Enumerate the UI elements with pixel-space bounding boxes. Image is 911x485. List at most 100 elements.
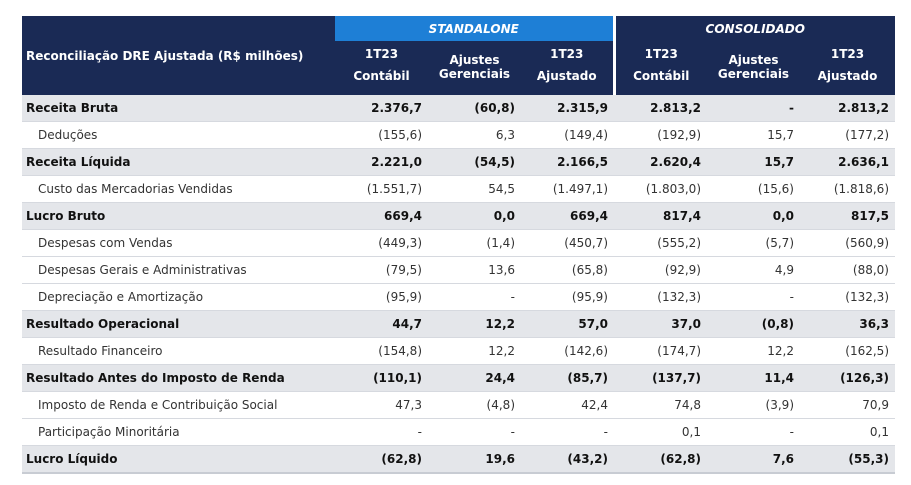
cell-value: (192,9): [614, 121, 707, 149]
cell-value: (55,3): [800, 445, 895, 474]
cell-value: 70,9: [800, 391, 895, 419]
cell-value: 44,7: [335, 310, 428, 338]
cell-value: (1,4): [428, 229, 521, 257]
cell-value: (88,0): [800, 256, 895, 284]
cell-value: (4,8): [428, 391, 521, 419]
col-header-period: 1T23: [830, 47, 865, 61]
table-title: Reconciliação DRE Ajustada (R$ milhões): [22, 16, 335, 95]
table-row: Custo das Mercadorias Vendidas (1.551,7)…: [22, 175, 895, 203]
col-header-sub: Contábil: [353, 69, 410, 83]
cell-value: (3,9): [707, 391, 800, 419]
cell-value: (174,7): [614, 337, 707, 365]
cell-value: (92,9): [614, 256, 707, 284]
cell-value: (62,8): [614, 445, 707, 474]
cell-value: (95,9): [335, 283, 428, 311]
cell-value: 15,7: [707, 148, 800, 176]
cell-value: (1.818,6): [800, 175, 895, 203]
table-row: Resultado Antes do Imposto de Renda (110…: [22, 364, 895, 392]
cell-value: (79,5): [335, 256, 428, 284]
table-row: Deduções (155,6) 6,3 (149,4) (192,9) 15,…: [22, 121, 895, 149]
cell-value: (1.551,7): [335, 175, 428, 203]
cell-value: 4,9: [707, 256, 800, 284]
cell-value: (137,7): [614, 364, 707, 392]
cell-value: (449,3): [335, 229, 428, 257]
cell-value: (62,8): [335, 445, 428, 474]
table-row: Imposto de Renda e Contribuição Social 4…: [22, 391, 895, 419]
cell-value: 669,4: [521, 202, 614, 230]
cell-value: 0,1: [800, 418, 895, 446]
cell-value: (149,4): [521, 121, 614, 149]
col-header-period: 1T23: [550, 47, 584, 61]
cell-value: (110,1): [335, 364, 428, 392]
cell-value: (5,7): [707, 229, 800, 257]
col-header-consolidado-contabil: 1T23 Contábil: [612, 41, 707, 95]
cell-value: (60,8): [428, 95, 521, 122]
cell-value: (450,7): [521, 229, 614, 257]
row-label: Lucro Líquido: [22, 445, 335, 474]
cell-value: (54,5): [428, 148, 521, 176]
row-label: Custo das Mercadorias Vendidas: [22, 175, 335, 203]
cell-value: (95,9): [521, 283, 614, 311]
row-label: Receita Bruta: [22, 95, 335, 122]
cell-value: -: [521, 418, 614, 446]
cell-value: (162,5): [800, 337, 895, 365]
cell-value: (43,2): [521, 445, 614, 474]
cell-value: -: [428, 283, 521, 311]
col-header-standalone-contabil: 1T23 Contábil: [335, 41, 428, 95]
table-row: Lucro Bruto 669,4 0,0 669,4 817,4 0,0 81…: [22, 202, 895, 230]
col-header-period: 1T23: [364, 47, 399, 61]
cell-value: 47,3: [335, 391, 428, 419]
table-row: Despesas Gerais e Administrativas (79,5)…: [22, 256, 895, 284]
cell-value: (85,7): [521, 364, 614, 392]
group-header-standalone: STANDALONE: [335, 16, 614, 41]
cell-value: (126,3): [800, 364, 895, 392]
row-label: Depreciação e Amortização: [22, 283, 335, 311]
table-row: Participação Minoritária - - - 0,1 - 0,1: [22, 418, 895, 446]
cell-value: 54,5: [428, 175, 521, 203]
row-label: Resultado Operacional: [22, 310, 335, 338]
row-label: Despesas Gerais e Administrativas: [22, 256, 335, 284]
row-label: Lucro Bruto: [22, 202, 335, 230]
cell-value: 15,7: [707, 121, 800, 149]
table-row: Resultado Operacional 44,7 12,2 57,0 37,…: [22, 310, 895, 338]
cell-value: (555,2): [614, 229, 707, 257]
col-header-sub: Ajustes Gerenciais: [717, 53, 790, 81]
table-row: Lucro Líquido (62,8) 19,6 (43,2) (62,8) …: [22, 445, 895, 474]
col-header-sub: Ajustado: [817, 69, 878, 83]
cell-value: 57,0: [521, 310, 614, 338]
cell-value: (560,9): [800, 229, 895, 257]
cell-value: (1.497,1): [521, 175, 614, 203]
cell-value: 2.315,9: [521, 95, 614, 122]
cell-value: 0,1: [614, 418, 707, 446]
cell-value: 2.221,0: [335, 148, 428, 176]
cell-value: 11,4: [707, 364, 800, 392]
cell-value: (132,3): [614, 283, 707, 311]
cell-value: (155,6): [335, 121, 428, 149]
cell-value: (65,8): [521, 256, 614, 284]
cell-value: 2.636,1: [800, 148, 895, 176]
cell-value: (142,6): [521, 337, 614, 365]
cell-value: 6,3: [428, 121, 521, 149]
cell-value: 24,4: [428, 364, 521, 392]
row-label: Imposto de Renda e Contribuição Social: [22, 391, 335, 419]
table-row: Despesas com Vendas (449,3) (1,4) (450,7…: [22, 229, 895, 257]
cell-value: (177,2): [800, 121, 895, 149]
cell-value: 817,4: [614, 202, 707, 230]
col-header-sub: Ajustado: [536, 69, 597, 83]
cell-value: 7,6: [707, 445, 800, 474]
cell-value: (154,8): [335, 337, 428, 365]
cell-value: 12,2: [707, 337, 800, 365]
cell-value: -: [707, 283, 800, 311]
table-row: Resultado Financeiro (154,8) 12,2 (142,6…: [22, 337, 895, 365]
cell-value: 74,8: [614, 391, 707, 419]
cell-value: 12,2: [428, 337, 521, 365]
row-label: Resultado Financeiro: [22, 337, 335, 365]
col-header-sub: Ajustes Gerenciais: [438, 53, 511, 81]
col-header-consolidado-ajustado: 1T23 Ajustado: [800, 41, 895, 95]
row-label: Receita Líquida: [22, 148, 335, 176]
cell-value: 12,2: [428, 310, 521, 338]
cell-value: 2.166,5: [521, 148, 614, 176]
cell-value: (0,8): [707, 310, 800, 338]
cell-value: -: [335, 418, 428, 446]
cell-value: 2.813,2: [614, 95, 707, 122]
